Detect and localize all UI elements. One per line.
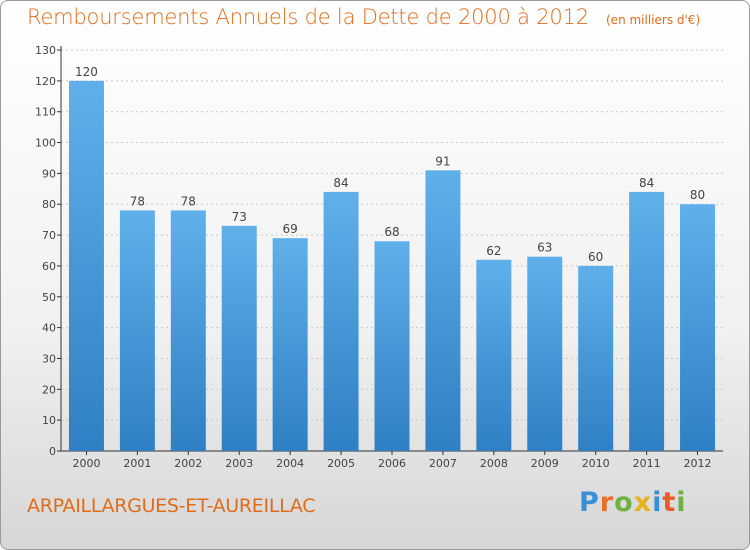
bar-value-label: 91	[435, 154, 450, 168]
logo-letter: x	[633, 487, 653, 518]
x-tick-label: 2012	[684, 457, 712, 470]
x-tick-label: 2000	[72, 457, 100, 470]
bar-value-label: 84	[639, 176, 654, 190]
bar	[68, 80, 104, 451]
bar-value-label: 63	[537, 241, 552, 255]
x-tick-label: 2005	[327, 457, 355, 470]
chart-unit: (en milliers d'€)	[606, 13, 701, 27]
bar	[527, 256, 563, 451]
y-tick-label: 50	[42, 291, 56, 304]
y-tick-label: 120	[35, 75, 56, 88]
y-tick-label: 80	[42, 198, 56, 211]
y-tick-label: 90	[42, 167, 56, 180]
x-tick-label: 2001	[123, 457, 151, 470]
bar	[476, 259, 512, 451]
y-tick-label: 0	[49, 445, 56, 458]
x-tick-label: 2008	[480, 457, 508, 470]
x-tick-label: 2009	[531, 457, 559, 470]
x-tick-label: 2010	[582, 457, 610, 470]
bar	[323, 191, 359, 451]
proxiti-logo[interactable]: Proxiti	[579, 487, 687, 518]
y-tick-label: 130	[35, 44, 56, 57]
bar	[629, 191, 665, 451]
logo-letter: o	[614, 487, 634, 518]
logo-letter: t	[662, 487, 677, 518]
chart-title: Remboursements Annuels de la Dette de 20…	[27, 5, 589, 29]
bar-value-label: 62	[486, 244, 501, 258]
bar-value-label: 60	[588, 250, 603, 264]
y-tick-label: 30	[42, 352, 56, 365]
x-tick-label: 2003	[225, 457, 253, 470]
x-tick-label: 2007	[429, 457, 457, 470]
bar-value-label: 120	[75, 65, 98, 79]
bar-value-label: 78	[130, 194, 145, 208]
bar	[221, 225, 257, 451]
logo-letter: P	[579, 487, 600, 518]
bar	[425, 170, 461, 452]
bar-value-label: 78	[181, 194, 196, 208]
bar-value-label: 84	[333, 176, 348, 190]
bar	[272, 238, 308, 451]
logo-letter: r	[599, 487, 615, 518]
x-tick-label: 2006	[378, 457, 406, 470]
chart-title-block: Remboursements Annuels de la Dette de 20…	[27, 5, 700, 29]
y-tick-label: 10	[42, 414, 56, 427]
bar-value-label: 69	[283, 222, 298, 236]
y-tick-label: 20	[42, 383, 56, 396]
bar	[170, 210, 206, 451]
y-tick-label: 40	[42, 322, 56, 335]
bar	[119, 210, 155, 451]
commune-name: ARPAILLARGUES-ET-AUREILLAC	[27, 495, 316, 517]
bar-value-label: 68	[384, 225, 399, 239]
y-tick-label: 70	[42, 229, 56, 242]
logo-letter: i	[676, 487, 687, 518]
bar-value-label: 80	[690, 188, 705, 202]
y-tick-label: 100	[35, 137, 56, 150]
y-tick-label: 60	[42, 260, 56, 273]
y-tick-label: 110	[35, 106, 56, 119]
x-tick-label: 2011	[633, 457, 661, 470]
x-tick-label: 2004	[276, 457, 304, 470]
logo-letter: i	[652, 487, 663, 518]
bar	[578, 265, 614, 451]
bar	[374, 241, 410, 451]
bar	[680, 204, 716, 451]
bar-value-label: 73	[232, 210, 247, 224]
x-tick-label: 2002	[174, 457, 202, 470]
